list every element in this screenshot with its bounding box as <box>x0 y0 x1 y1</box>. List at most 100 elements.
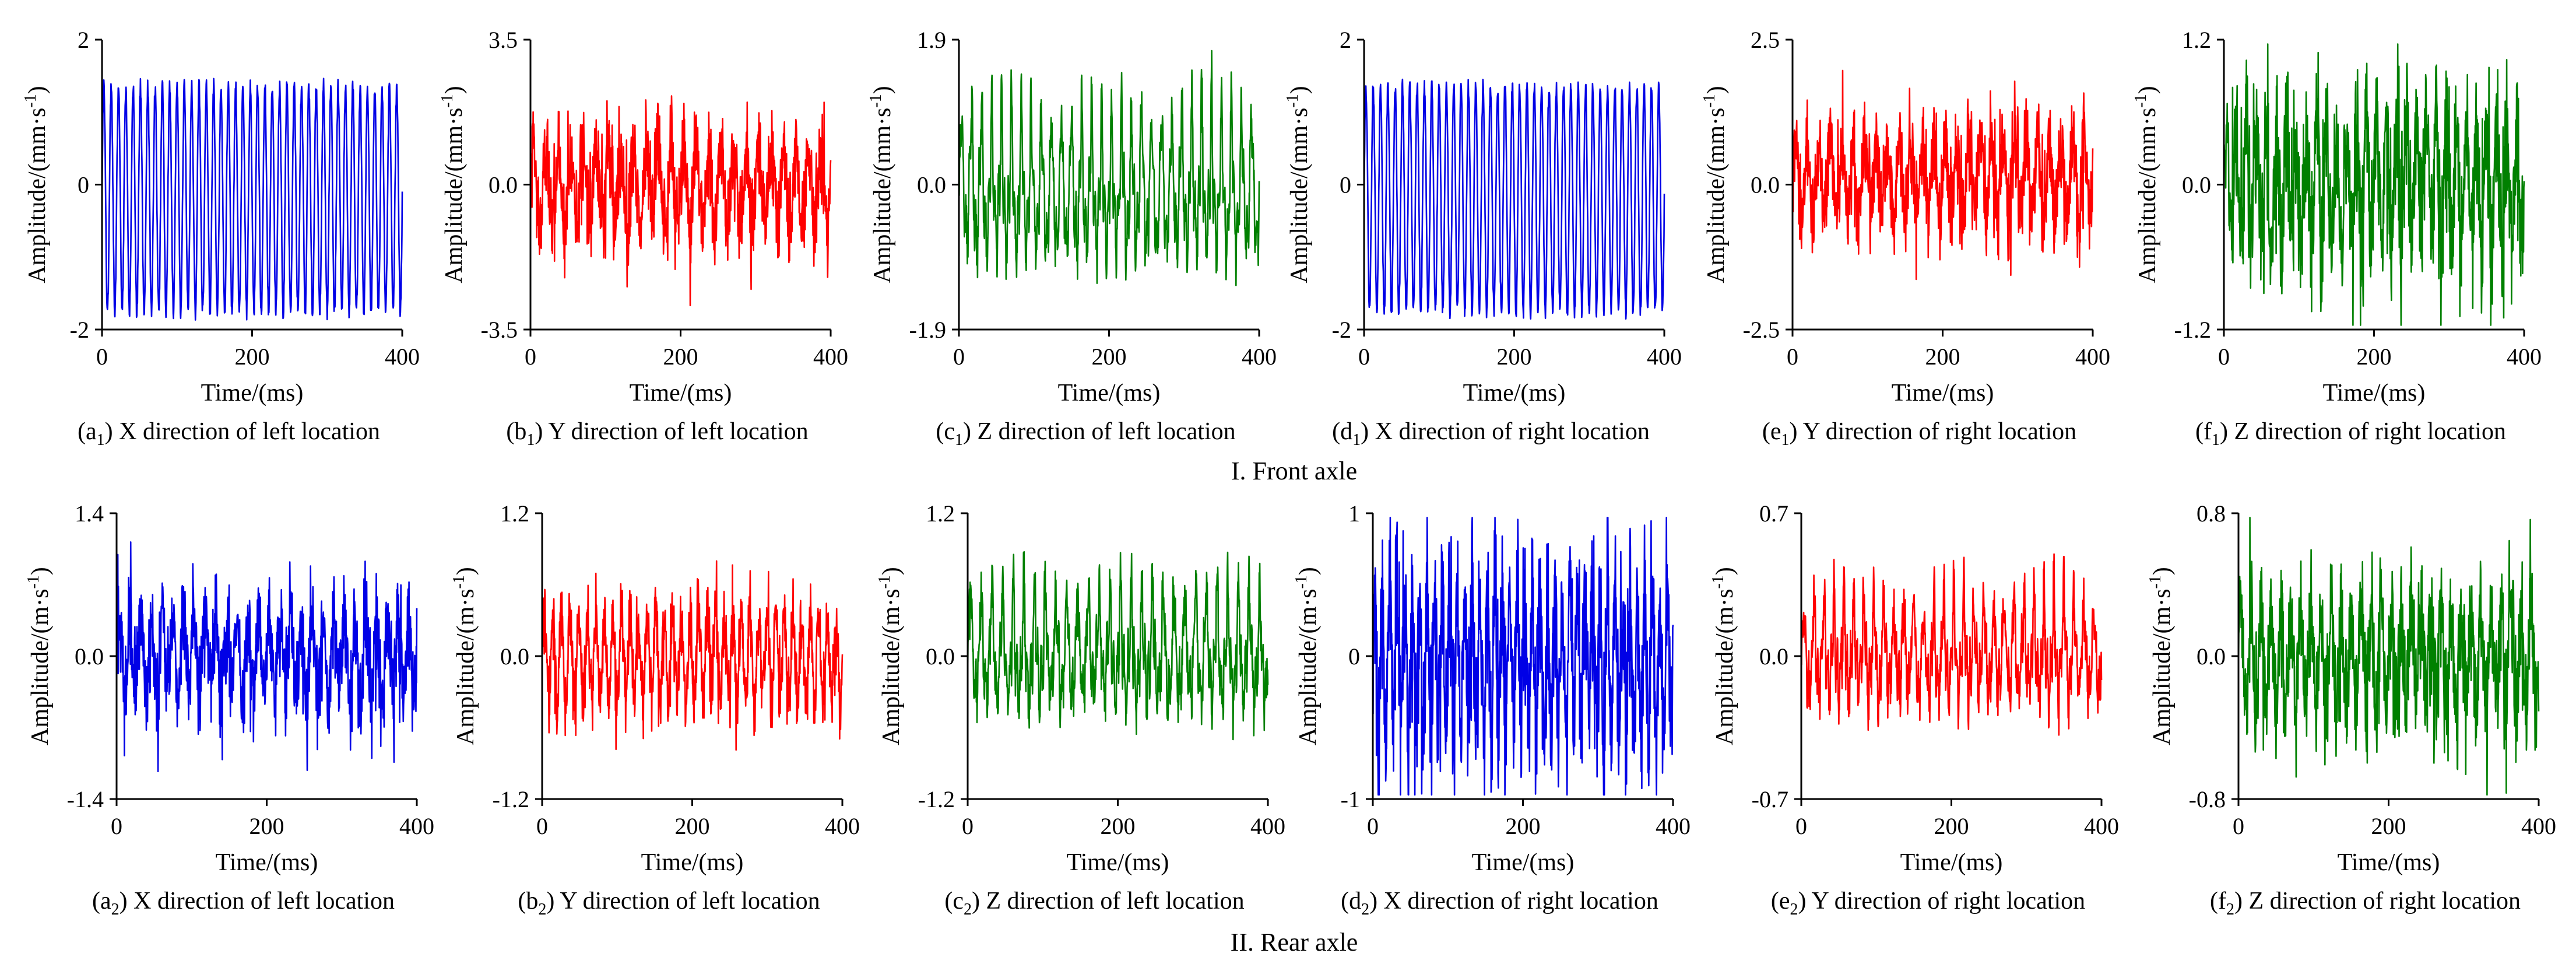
panel-caption: (a1) X direction of left location <box>78 418 380 449</box>
x-tick-label: 0 <box>525 344 536 370</box>
panel-a2: -1.4 0.0 1.4 0 200 400 Time/(ms) Amplitude/(m·s… <box>24 500 434 919</box>
y-axis-label: Amplitude/(m·s-1) <box>1709 567 1738 745</box>
x-tick-label: 200 <box>2371 813 2406 839</box>
y-axis-label: Amplitude/(m·s-1) <box>876 567 905 745</box>
y-tick-label: 0.0 <box>2197 643 2226 670</box>
x-tick-label: 400 <box>813 344 848 370</box>
series-line <box>529 95 832 307</box>
x-tick-label: 200 <box>1101 813 1136 839</box>
y-tick-label: 0 <box>1348 643 1360 670</box>
x-tick-label: 400 <box>825 813 860 839</box>
panel-caption: (e2) Y direction of right location <box>1771 888 2085 919</box>
x-tick-label: 400 <box>2521 813 2556 839</box>
panel-c1: -1.9 0.0 1.9 0 200 400 Time/(ms) Amplitude/(mm·… <box>867 27 1277 449</box>
x-tick-label: 0 <box>536 813 548 839</box>
x-axis-label: Time/(ms) <box>2338 849 2440 876</box>
x-tick-label: 0 <box>2233 813 2244 839</box>
panel-a1: -2 0 2 0 200 400 Time/(ms) Amplitude/(mm·s-1) (a… <box>22 27 420 449</box>
panel-caption: (f1) Z direction of right location <box>2195 418 2506 449</box>
row-caption-front-axle: I. Front axle <box>1231 457 1357 485</box>
y-tick-label: 0.0 <box>917 172 946 198</box>
row-caption-rear-axle: II. Rear axle <box>1231 928 1358 957</box>
panel-caption: (d2) X direction of right location <box>1341 888 1658 919</box>
y-tick-label: -3.5 <box>481 317 518 343</box>
x-tick-label: 0 <box>96 344 108 370</box>
x-tick-label: 400 <box>1250 813 1285 839</box>
series-line <box>1363 78 1665 320</box>
y-tick-label: 0.7 <box>1759 500 1788 527</box>
x-tick-label: 0 <box>111 813 122 839</box>
y-tick-label: 0.0 <box>2182 172 2211 198</box>
x-tick-label: 0 <box>962 813 974 839</box>
y-tick-label: 1.2 <box>500 500 529 527</box>
panel-caption: (b1) Y direction of left location <box>506 418 808 449</box>
x-tick-label: 400 <box>1656 813 1691 839</box>
series-line <box>967 551 1269 741</box>
series-line <box>1791 69 2094 281</box>
x-tick-label: 200 <box>1092 344 1127 370</box>
y-tick-label: -2 <box>1332 317 1351 343</box>
x-axis-label: Time/(ms) <box>2323 380 2426 407</box>
y-axis-label: Amplitude/(m·s-1) <box>450 567 479 745</box>
x-axis-label: Time/(ms) <box>1892 380 1994 407</box>
x-tick-label: 200 <box>235 344 270 370</box>
panel-caption: (a2) X direction of left location <box>92 888 395 919</box>
y-tick-label: 2 <box>1340 27 1351 53</box>
panel-c2: -1.2 0.0 1.2 0 200 400 Time/(ms) Amplitude/(m·s… <box>876 500 1285 919</box>
series-line <box>2223 43 2525 326</box>
panel-d2: -1 0 1 0 200 400 Time/(ms) Amplitude/(m·s-1) (d2… <box>1292 500 1691 919</box>
y-tick-label: 1.4 <box>75 500 104 527</box>
x-tick-label: 200 <box>2357 344 2392 370</box>
y-tick-label: 0.0 <box>1759 643 1788 670</box>
y-tick-label: -1.2 <box>2174 317 2211 343</box>
x-tick-label: 200 <box>249 813 284 839</box>
series-line <box>2237 517 2540 796</box>
y-axis-label: Amplitude/(mm·s-1) <box>2132 86 2161 283</box>
x-tick-label: 400 <box>399 813 434 839</box>
x-tick-label: 0 <box>2218 344 2230 370</box>
y-tick-label: -1.2 <box>918 786 955 812</box>
x-tick-label: 200 <box>663 344 698 370</box>
y-tick-label: -2 <box>70 317 89 343</box>
panel-d1: -2 0 2 0 200 400 Time/(ms) Amplitude/(mm·s-1) (d… <box>1284 27 1682 449</box>
series-line <box>115 541 418 772</box>
panel-f1: -1.2 0.0 1.2 0 200 400 Time/(ms) Amplitude/(mm·… <box>2132 27 2542 449</box>
y-tick-label: 3.5 <box>489 27 518 53</box>
x-tick-label: 200 <box>1497 344 1532 370</box>
series-line <box>541 560 844 751</box>
y-axis-label: Amplitude/(m·s-1) <box>1292 567 1322 745</box>
panel-e2: -0.7 0.0 0.7 0 200 400 Time/(ms) Amplitude/(m·s… <box>1709 500 2119 919</box>
x-axis-label: Time/(ms) <box>216 849 318 876</box>
x-tick-label: 0 <box>1367 813 1379 839</box>
x-axis-label: Time/(ms) <box>1067 849 1169 876</box>
y-tick-label: -0.7 <box>1752 786 1788 812</box>
y-tick-label: 0.0 <box>926 643 955 670</box>
x-tick-label: 200 <box>675 813 710 839</box>
y-axis-label: Amplitude/(m·s-1) <box>24 567 54 745</box>
y-tick-label: -0.8 <box>2189 786 2226 812</box>
y-tick-label: 0.0 <box>1751 172 1780 198</box>
x-tick-label: 200 <box>1925 344 1960 370</box>
x-tick-label: 200 <box>1934 813 1969 839</box>
x-tick-label: 400 <box>2075 344 2110 370</box>
panel-e1: -2.5 0.0 2.5 0 200 400 Time/(ms) Amplitude/(mm·… <box>1700 27 2110 449</box>
series-line <box>958 50 1260 286</box>
x-axis-label: Time/(ms) <box>630 380 732 407</box>
panel-b2: -1.2 0.0 1.2 0 200 400 Time/(ms) Amplitude/(m·s… <box>450 500 860 919</box>
series-line <box>1372 517 1674 796</box>
y-tick-label: 0.0 <box>500 643 529 670</box>
series-line <box>1800 553 2103 736</box>
x-tick-label: 0 <box>1787 344 1798 370</box>
y-tick-label: -1.2 <box>493 786 529 812</box>
x-tick-label: 400 <box>2084 813 2119 839</box>
y-tick-label: 2.5 <box>1751 27 1780 53</box>
x-tick-label: 200 <box>1506 813 1541 839</box>
y-tick-label: -2.5 <box>1743 317 1780 343</box>
y-axis-label: Amplitude/(mm·s-1) <box>438 86 468 283</box>
panel-caption: (e1) Y direction of right location <box>1762 418 2076 449</box>
y-tick-label: 0.0 <box>489 172 518 198</box>
y-tick-label: 1.2 <box>926 500 955 527</box>
panel-f2: -0.8 0.0 0.8 0 200 400 Time/(ms) Amplitude/(m·s… <box>2146 500 2556 919</box>
x-tick-label: 400 <box>2507 344 2542 370</box>
